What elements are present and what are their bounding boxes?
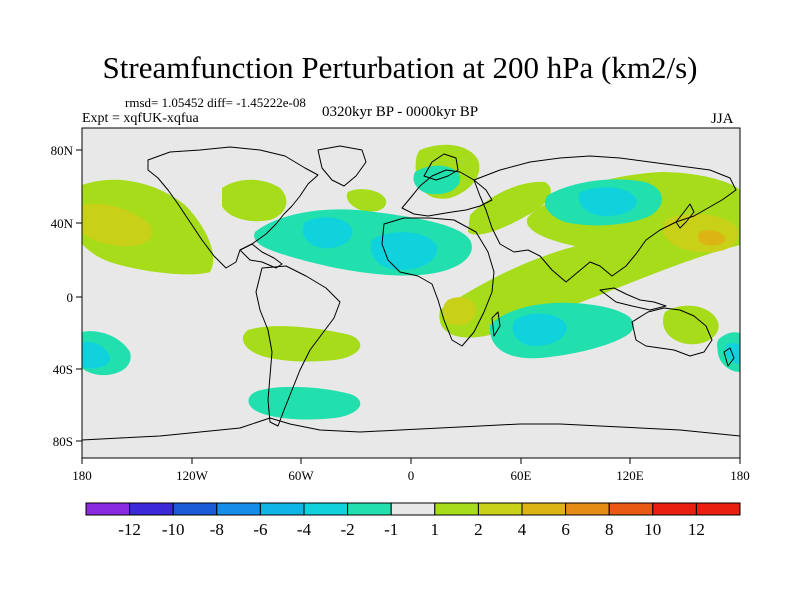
colorbar-label: -1 [384,520,398,539]
coastline-indonesia [599,287,667,311]
coastline-north-america [147,146,319,269]
colorbar-swatch [565,502,610,516]
coastline-greenland [317,145,367,187]
positive-anomaly-core [698,230,726,246]
colorbar-swatch [477,502,523,516]
colorbar-label: -10 [162,520,185,539]
colorbar-label: -6 [253,520,267,539]
colorbar-swatch [129,502,174,516]
coastline-south-america [255,265,341,427]
colorbar-label: 8 [605,520,614,539]
colorbar-swatch [521,502,567,516]
colorbar-swatch [85,502,131,516]
stats-text: rmsd= 1.05452 diff= -1.45222e-08 [125,95,306,110]
lat-label: 40N [51,216,74,231]
coastline-africa [381,217,495,347]
colorbar-swatch [390,502,436,516]
colorbar-label: 4 [518,520,527,539]
coastline-scandinavia [423,153,459,181]
negative-anomaly-core [512,313,567,346]
negative-anomaly-core [578,187,637,216]
experiment-label: Expt = xqfUK-xqfua [82,111,199,126]
coastline-asia [473,155,737,283]
chart-title: Streamfunction Perturbation at 200 hPa (… [102,50,698,85]
season-label: JJA [711,111,734,127]
negative-anomaly-core [302,217,353,249]
negative-anomaly-region [248,386,361,420]
coastline-new-zealand [723,347,735,367]
positive-anomaly-region [468,181,551,235]
colorbar-swatch [172,502,218,516]
colorbar-label: 10 [644,520,661,539]
colorbar-swatch [652,502,697,516]
lon-label: 0 [408,468,415,483]
colorbar-label: -4 [297,520,312,539]
lon-label: 120E [616,468,644,483]
colorbar-swatch [608,502,654,516]
coastline-antarctica [82,417,740,441]
coastline-gulf-caribbean [239,243,283,269]
tick-marks [76,149,741,464]
colorbar-label: 6 [561,520,570,539]
colorbar-label: -8 [210,520,224,539]
lat-label: 40S [53,362,73,377]
coastline-madagascar [491,311,501,337]
colorbar-label: -2 [341,520,355,539]
coastline-europe [401,169,493,217]
positive-anomaly-region [346,189,387,212]
coastline-australia [631,307,713,357]
lon-label: 60W [288,468,314,483]
colorbar-swatch [434,502,479,516]
positive-anomaly-core [442,297,476,326]
colorbar-label: 12 [688,520,705,539]
coastlines [82,145,740,441]
negative-anomaly-core [370,232,438,270]
lat-label: 80S [53,434,73,449]
lon-label: 60E [511,468,532,483]
colorbar-swatch [303,502,349,516]
colorbar-swatch [216,502,261,516]
colorbar-label: 2 [474,520,483,539]
colorbar-label: -12 [118,520,141,539]
colorbar-label: 1 [431,520,440,539]
colorbar-swatch [347,502,392,516]
colorbar-swatch [695,502,741,516]
period-label: 0320kyr BP - 0000kyr BP [322,104,479,120]
colorbar: -12 -10 -8 -6 -4 -2 -1 1 2 4 6 8 10 12 [85,502,741,539]
colorbar-swatch [259,502,305,516]
lat-label: 80N [51,143,74,158]
positive-anomaly-region [222,179,287,222]
lon-label: 180 [730,468,750,483]
coastline-japan [675,203,695,229]
anomaly-fields [82,144,740,420]
positive-anomaly-core [82,203,153,247]
negative-anomaly-core [82,341,110,369]
lon-label: 120W [176,468,209,483]
positive-anomaly-region [662,305,719,345]
lat-label: 0 [67,290,74,305]
lon-label: 180 [72,468,92,483]
